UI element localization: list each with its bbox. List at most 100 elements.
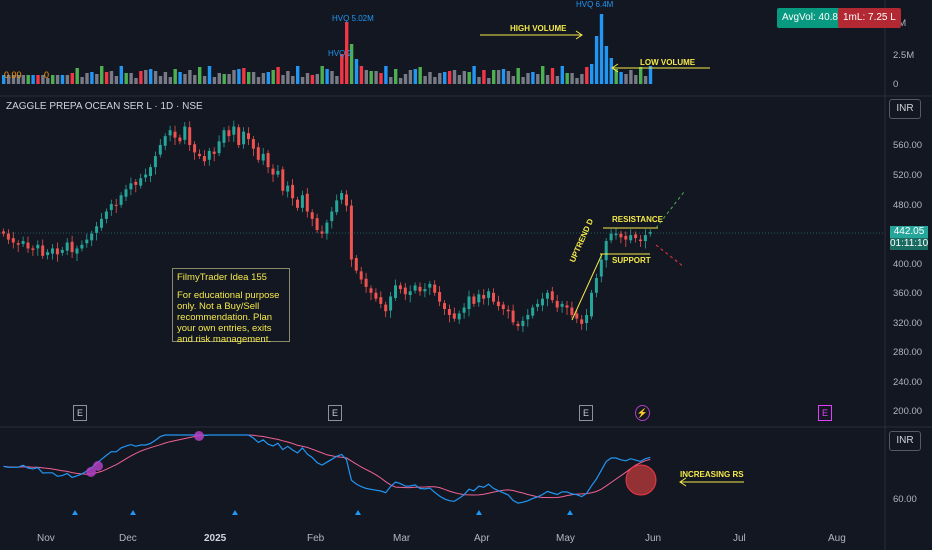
candle-body xyxy=(256,147,260,160)
volume-bar xyxy=(119,66,123,84)
earnings-event-icon[interactable]: E xyxy=(73,405,87,421)
price-axis-label: 240.00 xyxy=(893,377,923,388)
candle-body xyxy=(599,259,603,277)
volume-bar xyxy=(217,73,221,84)
rs-marker xyxy=(86,467,96,477)
candle-body xyxy=(609,233,613,241)
volume-bar xyxy=(261,73,266,84)
volume-bar xyxy=(452,70,457,84)
volume-bar xyxy=(198,67,202,84)
volume-bar xyxy=(134,78,138,84)
candle-body xyxy=(266,153,270,168)
candle-body xyxy=(16,243,20,245)
volume-bar xyxy=(345,22,349,84)
volume-bar xyxy=(590,64,594,84)
volume-bar xyxy=(639,67,643,84)
candle-body xyxy=(472,296,476,304)
idea-note: FilmyTrader Idea 155 For educational pur… xyxy=(172,268,290,345)
candle-body xyxy=(413,285,417,291)
volume-bar xyxy=(394,69,398,84)
hvq-label: HVQ 6.4M xyxy=(576,0,614,9)
rs-up-marker xyxy=(72,510,78,515)
candle-body xyxy=(291,184,295,199)
candle-body xyxy=(26,242,30,249)
earnings-event-icon[interactable]: E xyxy=(818,405,832,421)
volume-bar xyxy=(144,70,148,84)
candle-body xyxy=(408,291,412,295)
volume-bar xyxy=(335,76,339,84)
x-axis-label: Jun xyxy=(645,533,662,544)
volume-bar xyxy=(227,74,231,84)
high-volume-annotation: HIGH VOLUME xyxy=(510,24,567,33)
x-axis-label: May xyxy=(556,533,575,544)
candle-body xyxy=(594,278,598,293)
currency-selector[interactable]: INR xyxy=(889,99,921,119)
volume-bar xyxy=(506,71,511,84)
earnings-event-icon[interactable]: E xyxy=(328,405,342,421)
candle-body xyxy=(619,233,623,238)
candle-body xyxy=(506,309,510,312)
candle-body xyxy=(398,285,402,290)
candle-body xyxy=(237,127,241,145)
volume-bar xyxy=(129,73,133,84)
candle-body xyxy=(36,244,40,249)
one-month-low-badge: 1mL: 7.25 L xyxy=(838,8,901,28)
candle-body xyxy=(496,301,500,307)
volume-bar xyxy=(354,59,359,84)
volume-bar xyxy=(374,71,378,84)
x-axis-label: Dec xyxy=(119,533,137,544)
volume-bar xyxy=(237,69,241,84)
candle-body xyxy=(2,231,5,234)
volume-bar xyxy=(193,75,197,84)
volume-bar xyxy=(462,71,466,84)
volume-bar xyxy=(501,69,506,84)
candle-body xyxy=(629,235,633,241)
candle-body xyxy=(374,292,378,299)
rs-line xyxy=(3,434,651,504)
candle-body xyxy=(11,238,15,243)
volume-bar xyxy=(95,74,99,84)
dividend-event-icon[interactable]: ⚡ xyxy=(635,405,650,421)
candle-body xyxy=(80,244,84,249)
volume-bar xyxy=(296,66,300,84)
price-axis-label: 200.00 xyxy=(893,406,923,417)
volume-bar xyxy=(629,70,633,84)
volume-bar xyxy=(55,75,60,84)
candle-body xyxy=(310,212,314,219)
candle-body xyxy=(168,130,172,136)
volume-bar xyxy=(389,77,393,84)
volume-bar xyxy=(648,66,653,84)
volume-bar xyxy=(60,75,65,84)
volume-bar xyxy=(276,67,280,84)
candle-body xyxy=(207,150,211,160)
rs-axis-label: 60.00 xyxy=(893,494,917,505)
volume-bar xyxy=(173,69,177,84)
candle-body xyxy=(501,304,505,310)
volume-bar xyxy=(90,72,94,84)
candle-body xyxy=(149,167,152,177)
candle-body xyxy=(403,287,407,295)
candle-body xyxy=(482,294,486,299)
candle-body xyxy=(100,218,103,228)
volume-bar xyxy=(46,78,50,84)
candle-body xyxy=(95,226,99,233)
hvq-label: HVQ 5.02M xyxy=(332,14,374,23)
volume-bar xyxy=(599,14,604,84)
volume-bar xyxy=(139,71,143,84)
candle-body xyxy=(423,289,427,292)
currency-selector[interactable]: INR xyxy=(889,431,921,451)
candle-body xyxy=(247,133,250,140)
candle-body xyxy=(516,323,520,327)
earnings-event-icon[interactable]: E xyxy=(579,405,593,421)
volume-bar xyxy=(349,44,354,84)
candle-body xyxy=(300,195,304,208)
candle-body xyxy=(325,222,329,234)
volume-bar xyxy=(242,68,246,84)
candle-body xyxy=(394,285,397,298)
volume-bar xyxy=(340,54,344,84)
volume-bar xyxy=(560,66,564,84)
candle-body xyxy=(41,245,45,256)
candle-body xyxy=(271,168,275,175)
volume-bar xyxy=(614,69,618,84)
